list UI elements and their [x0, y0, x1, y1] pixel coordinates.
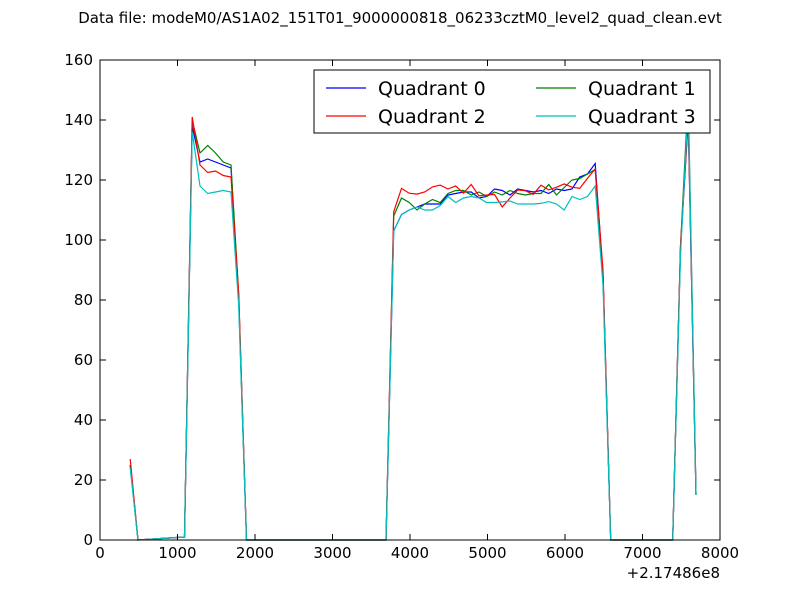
y-tick-label: 120 — [64, 171, 93, 189]
y-tick-label: 40 — [74, 411, 93, 429]
axis-ticks: 0 1000 2000 3000 4000 5000 6000 7000 8000 0 20 40 60… — [64, 51, 739, 562]
x-tick-label: 6000 — [546, 544, 584, 562]
series-lines — [129, 95, 697, 541]
legend-label-quadrant-0: Quadrant 0 — [378, 78, 486, 100]
x-offset-label: +2.17486e8 — [627, 564, 720, 582]
x-tick-label: 5000 — [468, 544, 506, 562]
x-tick-label: 8000 — [701, 544, 739, 562]
legend-label-quadrant-3: Quadrant 3 — [588, 106, 696, 128]
y-tick-label: 160 — [64, 51, 93, 69]
y-tick-label: 60 — [74, 351, 93, 369]
x-tick-label: 7000 — [623, 544, 661, 562]
y-tick-label: 140 — [64, 111, 93, 129]
y-tick-label: 100 — [64, 231, 93, 249]
x-tick-label: 4000 — [391, 544, 429, 562]
y-tick-label: 0 — [83, 531, 93, 549]
legend: Quadrant 0 Quadrant 1 Quadrant 2 Quadrant 3 — [313, 69, 711, 134]
y-tick-label: 20 — [74, 471, 93, 489]
legend-label-quadrant-2: Quadrant 2 — [378, 106, 486, 128]
series-line-quadrant-1 — [129, 95, 697, 541]
y-tick-label: 80 — [74, 291, 93, 309]
x-tick-label: 2000 — [236, 544, 274, 562]
series-line-quadrant-2 — [129, 116, 697, 541]
x-tick-label: 3000 — [313, 544, 351, 562]
legend-label-quadrant-1: Quadrant 1 — [588, 78, 696, 100]
chart-title: Data file: modeM0/AS1A02_151T01_90000008… — [78, 9, 722, 27]
x-tick-label: 0 — [95, 544, 105, 562]
series-line-quadrant-0 — [129, 119, 697, 541]
x-tick-label: 1000 — [158, 544, 196, 562]
series-line-quadrant-3 — [129, 104, 697, 541]
